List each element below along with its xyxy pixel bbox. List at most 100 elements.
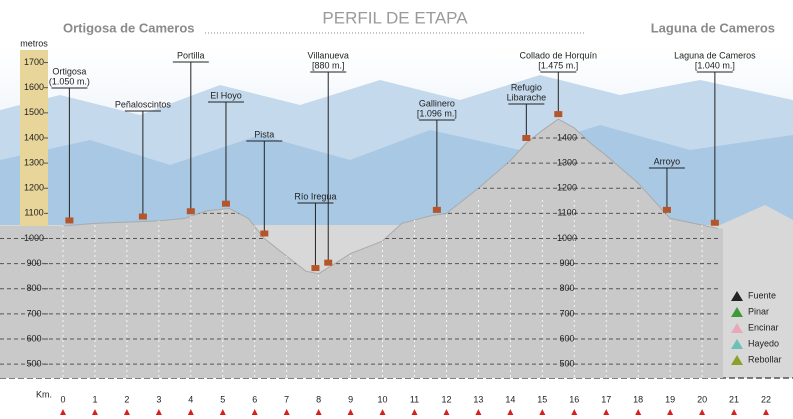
x-tick-label: 8 xyxy=(316,394,321,404)
place-icon xyxy=(522,134,531,141)
x-tick xyxy=(283,409,290,415)
x-tick xyxy=(315,409,322,415)
y-tick-label: 1200 xyxy=(24,183,44,193)
grid-label: 1100 xyxy=(557,208,576,218)
x-tick xyxy=(603,409,610,415)
place-name: Río Iregua xyxy=(294,191,336,201)
y-tick-label: 600 xyxy=(26,333,41,343)
legend-icon xyxy=(731,355,743,365)
place-elevation: Libarache xyxy=(507,92,547,102)
place-icon xyxy=(432,206,441,213)
grid-label: 800 xyxy=(559,283,574,293)
legend-label: Hayedo xyxy=(748,338,779,348)
x-tick xyxy=(507,409,514,415)
y-tick-label: 1100 xyxy=(24,208,43,218)
place-elevation: [880 m.] xyxy=(312,60,345,70)
place-elevation: [1.475 m.] xyxy=(538,60,578,70)
x-tick-label: 10 xyxy=(378,394,388,404)
place-icon xyxy=(554,111,563,118)
x-tick xyxy=(699,409,706,415)
x-tick xyxy=(155,409,162,415)
place-icon xyxy=(260,230,269,237)
x-tick-label: 19 xyxy=(665,394,675,404)
place-elevation: [1.040 m.] xyxy=(695,60,735,70)
profile-area xyxy=(0,119,724,378)
y-axis-label: metros xyxy=(20,38,48,48)
x-tick-label: 0 xyxy=(60,394,65,404)
x-tick-label: 7 xyxy=(284,394,289,404)
grid-label: 1400 xyxy=(557,132,577,142)
chart-title: PERFIL DE ETAPA xyxy=(322,8,468,27)
place-name: Collado de Horquín xyxy=(520,50,598,60)
x-tick-label: 15 xyxy=(537,394,547,404)
grid-label: 700 xyxy=(559,308,574,318)
x-tick xyxy=(251,409,258,415)
legend-icon xyxy=(731,339,743,349)
grid-label: 600 xyxy=(559,333,574,343)
x-tick-label: 21 xyxy=(729,394,739,404)
place-icon xyxy=(221,200,230,207)
place-name: El Hoyo xyxy=(210,90,242,100)
profile-line xyxy=(62,118,719,275)
place-elevation: (1.050 m.) xyxy=(49,76,90,86)
y-tick-label: 1300 xyxy=(24,157,44,167)
x-tick xyxy=(219,409,226,415)
x-axis-label: Km. xyxy=(36,389,52,399)
y-tick-label: 800 xyxy=(26,283,41,293)
legend-icon xyxy=(731,307,743,317)
place-name: Arroyo xyxy=(654,156,681,166)
y-tick-label: 900 xyxy=(26,258,41,268)
place-icon xyxy=(186,208,195,215)
place-name: Portilla xyxy=(177,50,205,60)
legend-label: Fuente xyxy=(748,290,776,300)
x-tick xyxy=(91,409,98,415)
y-tick-label: 1700 xyxy=(24,57,44,67)
x-tick xyxy=(123,409,130,415)
x-tick xyxy=(379,409,386,415)
place-name: Refugio xyxy=(511,82,542,92)
x-tick-label: 22 xyxy=(761,394,771,404)
place-name: Pista xyxy=(254,129,274,139)
place-icon xyxy=(662,206,671,213)
x-tick-label: 14 xyxy=(505,394,515,404)
x-tick xyxy=(347,409,354,415)
place-name: Villanueva xyxy=(308,50,349,60)
x-tick-label: 16 xyxy=(569,394,579,404)
x-tick-label: 4 xyxy=(188,394,193,404)
place-elevation: [1.096 m.] xyxy=(417,108,457,118)
x-tick xyxy=(667,409,674,415)
x-tick-label: 2 xyxy=(124,394,129,404)
place-name: Gallinero xyxy=(419,98,455,108)
x-tick-label: 13 xyxy=(473,394,483,404)
x-tick-label: 9 xyxy=(348,394,353,404)
place-icon xyxy=(311,265,320,272)
x-tick-label: 1 xyxy=(92,394,97,404)
x-tick xyxy=(411,409,418,415)
legend-icon xyxy=(731,323,743,333)
y-tick-label: 1400 xyxy=(24,132,44,142)
start-label: Ortigosa de Cameros xyxy=(63,20,195,35)
x-tick-label: 20 xyxy=(697,394,707,404)
place-name: Laguna de Cameros xyxy=(674,50,756,60)
place-icon xyxy=(138,213,147,220)
grid-label: 500 xyxy=(559,359,574,369)
place-name: Peñaloscintos xyxy=(115,99,172,109)
legend-icon xyxy=(731,291,743,301)
y-tick-label: 1000 xyxy=(24,233,44,243)
legend-label: Rebollar xyxy=(748,354,782,364)
x-tick xyxy=(60,409,66,415)
y-tick-label: 1600 xyxy=(24,82,44,92)
grid-label: 900 xyxy=(559,258,574,268)
place-icon xyxy=(710,219,719,226)
x-tick-label: 17 xyxy=(601,394,611,404)
y-tick-label: 1500 xyxy=(24,107,44,117)
x-tick xyxy=(763,409,769,415)
x-tick xyxy=(187,409,194,415)
legend-label: Encinar xyxy=(748,322,779,332)
end-label: Laguna de Cameros xyxy=(651,20,775,35)
x-tick-label: 12 xyxy=(441,394,451,404)
x-tick xyxy=(475,409,482,415)
x-tick xyxy=(731,409,738,415)
x-tick-label: 18 xyxy=(633,394,643,404)
x-tick-label: 3 xyxy=(156,394,161,404)
